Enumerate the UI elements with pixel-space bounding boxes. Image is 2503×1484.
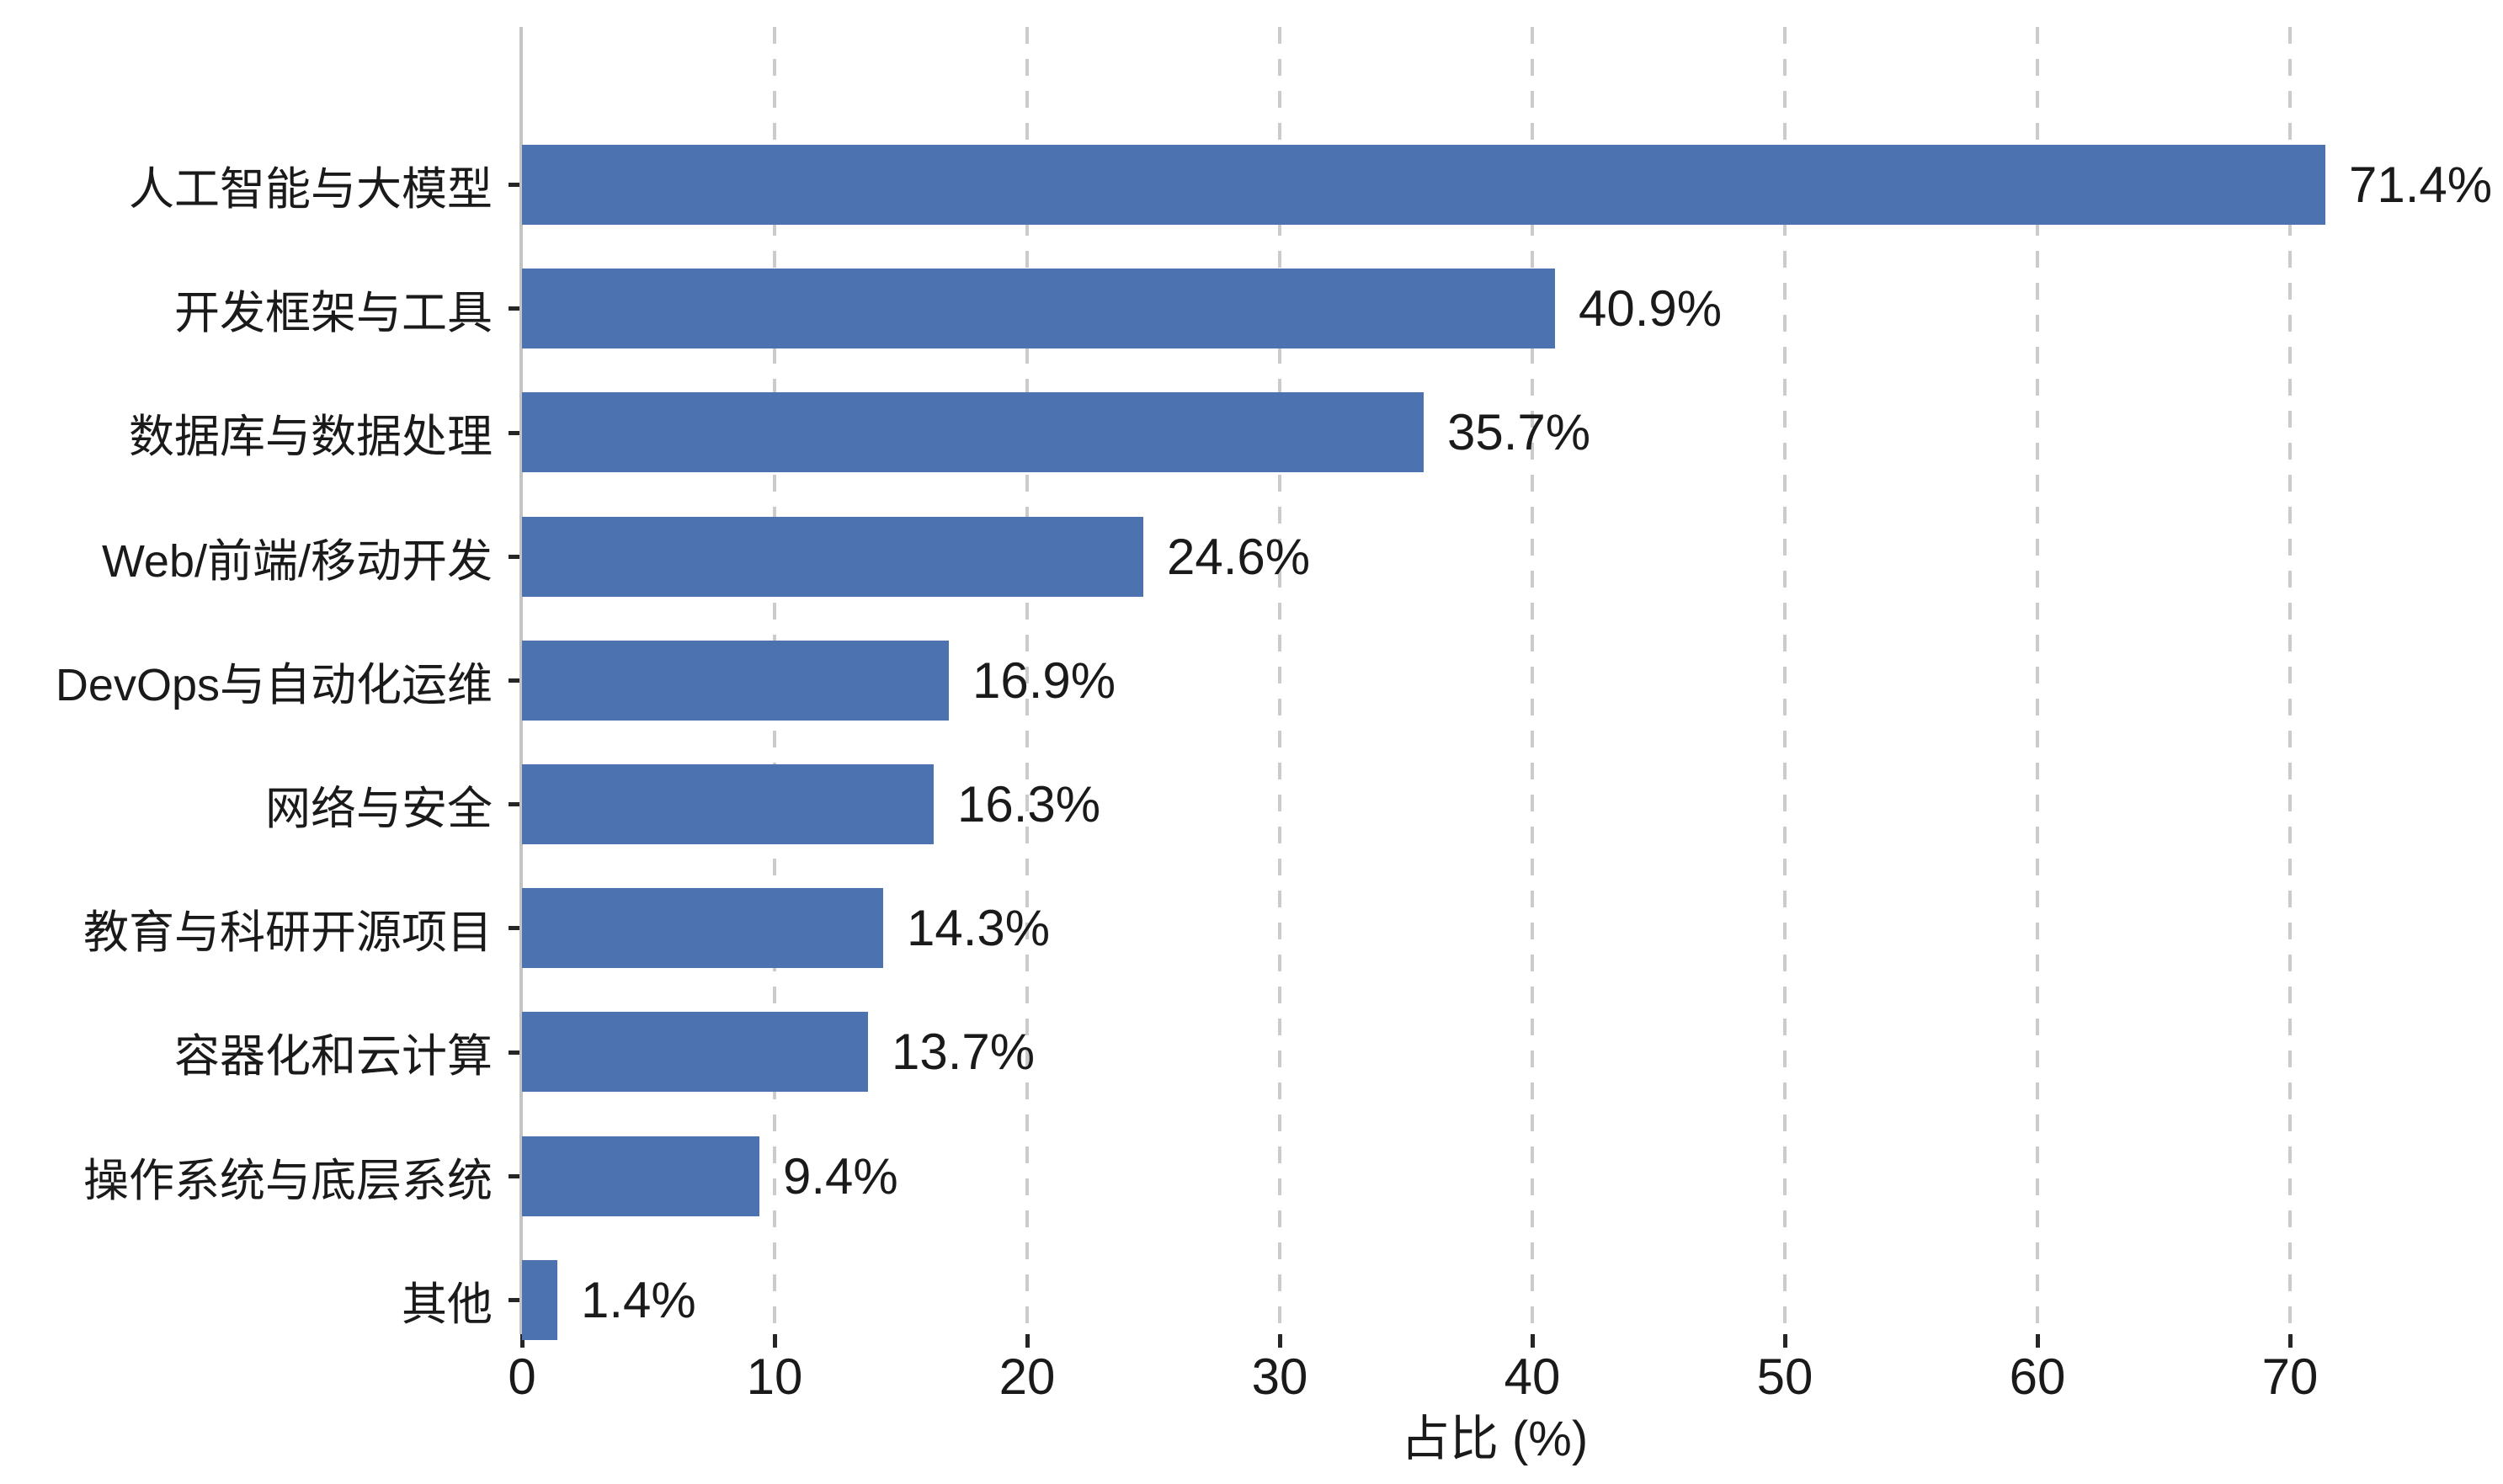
bar-row: 14.3% [522,866,2467,990]
bar-row: 1.4% [522,1238,2467,1362]
x-tick-mark [1531,1334,1535,1348]
category-label: 人工智能与大模型 [129,164,493,215]
bar [522,640,949,721]
bar-value-label: 9.4% [783,1147,898,1205]
bar [522,1136,759,1216]
bar [522,888,883,969]
x-tick-label: 60 [2009,1348,2066,1405]
bar-row: 16.3% [522,742,2467,866]
x-tick-label: 20 [999,1348,1056,1405]
bar-value-label: 40.9% [1579,280,1723,338]
bar [522,764,934,845]
category-label: DevOps与自动化运维 [55,659,493,710]
x-tick-mark [2288,1334,2293,1348]
gridline [2288,27,2292,1334]
x-tick-mark [1783,1334,1787,1348]
bar-value-label: 35.7% [1447,404,1591,461]
bar [522,145,2325,226]
bar-row: 24.6% [522,495,2467,619]
x-tick-label: 10 [746,1348,803,1405]
y-tick-mark [509,554,520,559]
category-label: 开发框架与工具 [174,288,493,339]
category-label: 数据库与数据处理 [129,412,493,463]
bar-row: 9.4% [522,1114,2467,1238]
y-tick-mark [509,802,520,807]
x-tick-mark [520,1334,525,1348]
category-label: 网络与安全 [265,784,493,835]
bar [522,516,1143,597]
x-tick-label: 30 [1251,1348,1308,1405]
bar-value-label: 24.6% [1167,528,1311,585]
y-axis-spine [519,27,523,1334]
y-tick-mark [509,1050,520,1055]
y-tick-mark [509,926,520,931]
x-tick-label: 40 [1504,1348,1561,1405]
bar-value-label: 1.4% [581,1271,696,1328]
x-tick-label: 0 [508,1348,536,1405]
x-tick-mark [1025,1334,1030,1348]
gridline [1783,27,1787,1334]
category-label: Web/前端/移动开发 [101,535,493,587]
bar-value-label: 14.3% [907,900,1051,957]
x-tick-mark [773,1334,777,1348]
y-tick-mark [509,183,520,188]
y-tick-mark [509,306,520,311]
x-tick-mark [2036,1334,2040,1348]
x-tick-label: 50 [1756,1348,1813,1405]
x-tick-mark [1278,1334,1282,1348]
gridline [1531,27,1534,1334]
y-tick-mark [509,430,520,435]
bar [522,1259,557,1340]
y-tick-mark [509,678,520,683]
bar [522,392,1424,473]
bar-value-label: 13.7% [892,1024,1036,1081]
gridline [1278,27,1281,1334]
bar-value-label: 16.9% [972,652,1116,709]
category-label: 操作系统与底层系统 [83,1155,493,1206]
bar-value-label: 71.4% [2349,157,2493,214]
plot-area: 71.4% 40.9% 35.7% 24.6% 16.9% 16.3% 14.3% 13.7%… [519,27,2492,1340]
gridline [2036,27,2039,1334]
bar-row: 40.9% [522,247,2467,370]
bar [522,1012,868,1093]
bar [522,269,1555,349]
category-label: 教育与科研开源项目 [83,907,493,959]
category-label: 其他 [402,1279,493,1330]
bar-row: 16.9% [522,619,2467,742]
x-tick-label: 70 [2261,1348,2319,1405]
bar-row: 35.7% [522,370,2467,494]
bar-row: 71.4% [522,123,2492,247]
x-axis-title: 占比 (%) [1400,1412,1589,1466]
y-tick-mark [509,1173,520,1178]
gridline [1025,27,1029,1334]
y-tick-mark [509,1297,520,1302]
bar-value-label: 16.3% [957,776,1101,833]
category-label: 容器化和云计算 [174,1031,493,1082]
bar-row: 13.7% [522,990,2467,1114]
